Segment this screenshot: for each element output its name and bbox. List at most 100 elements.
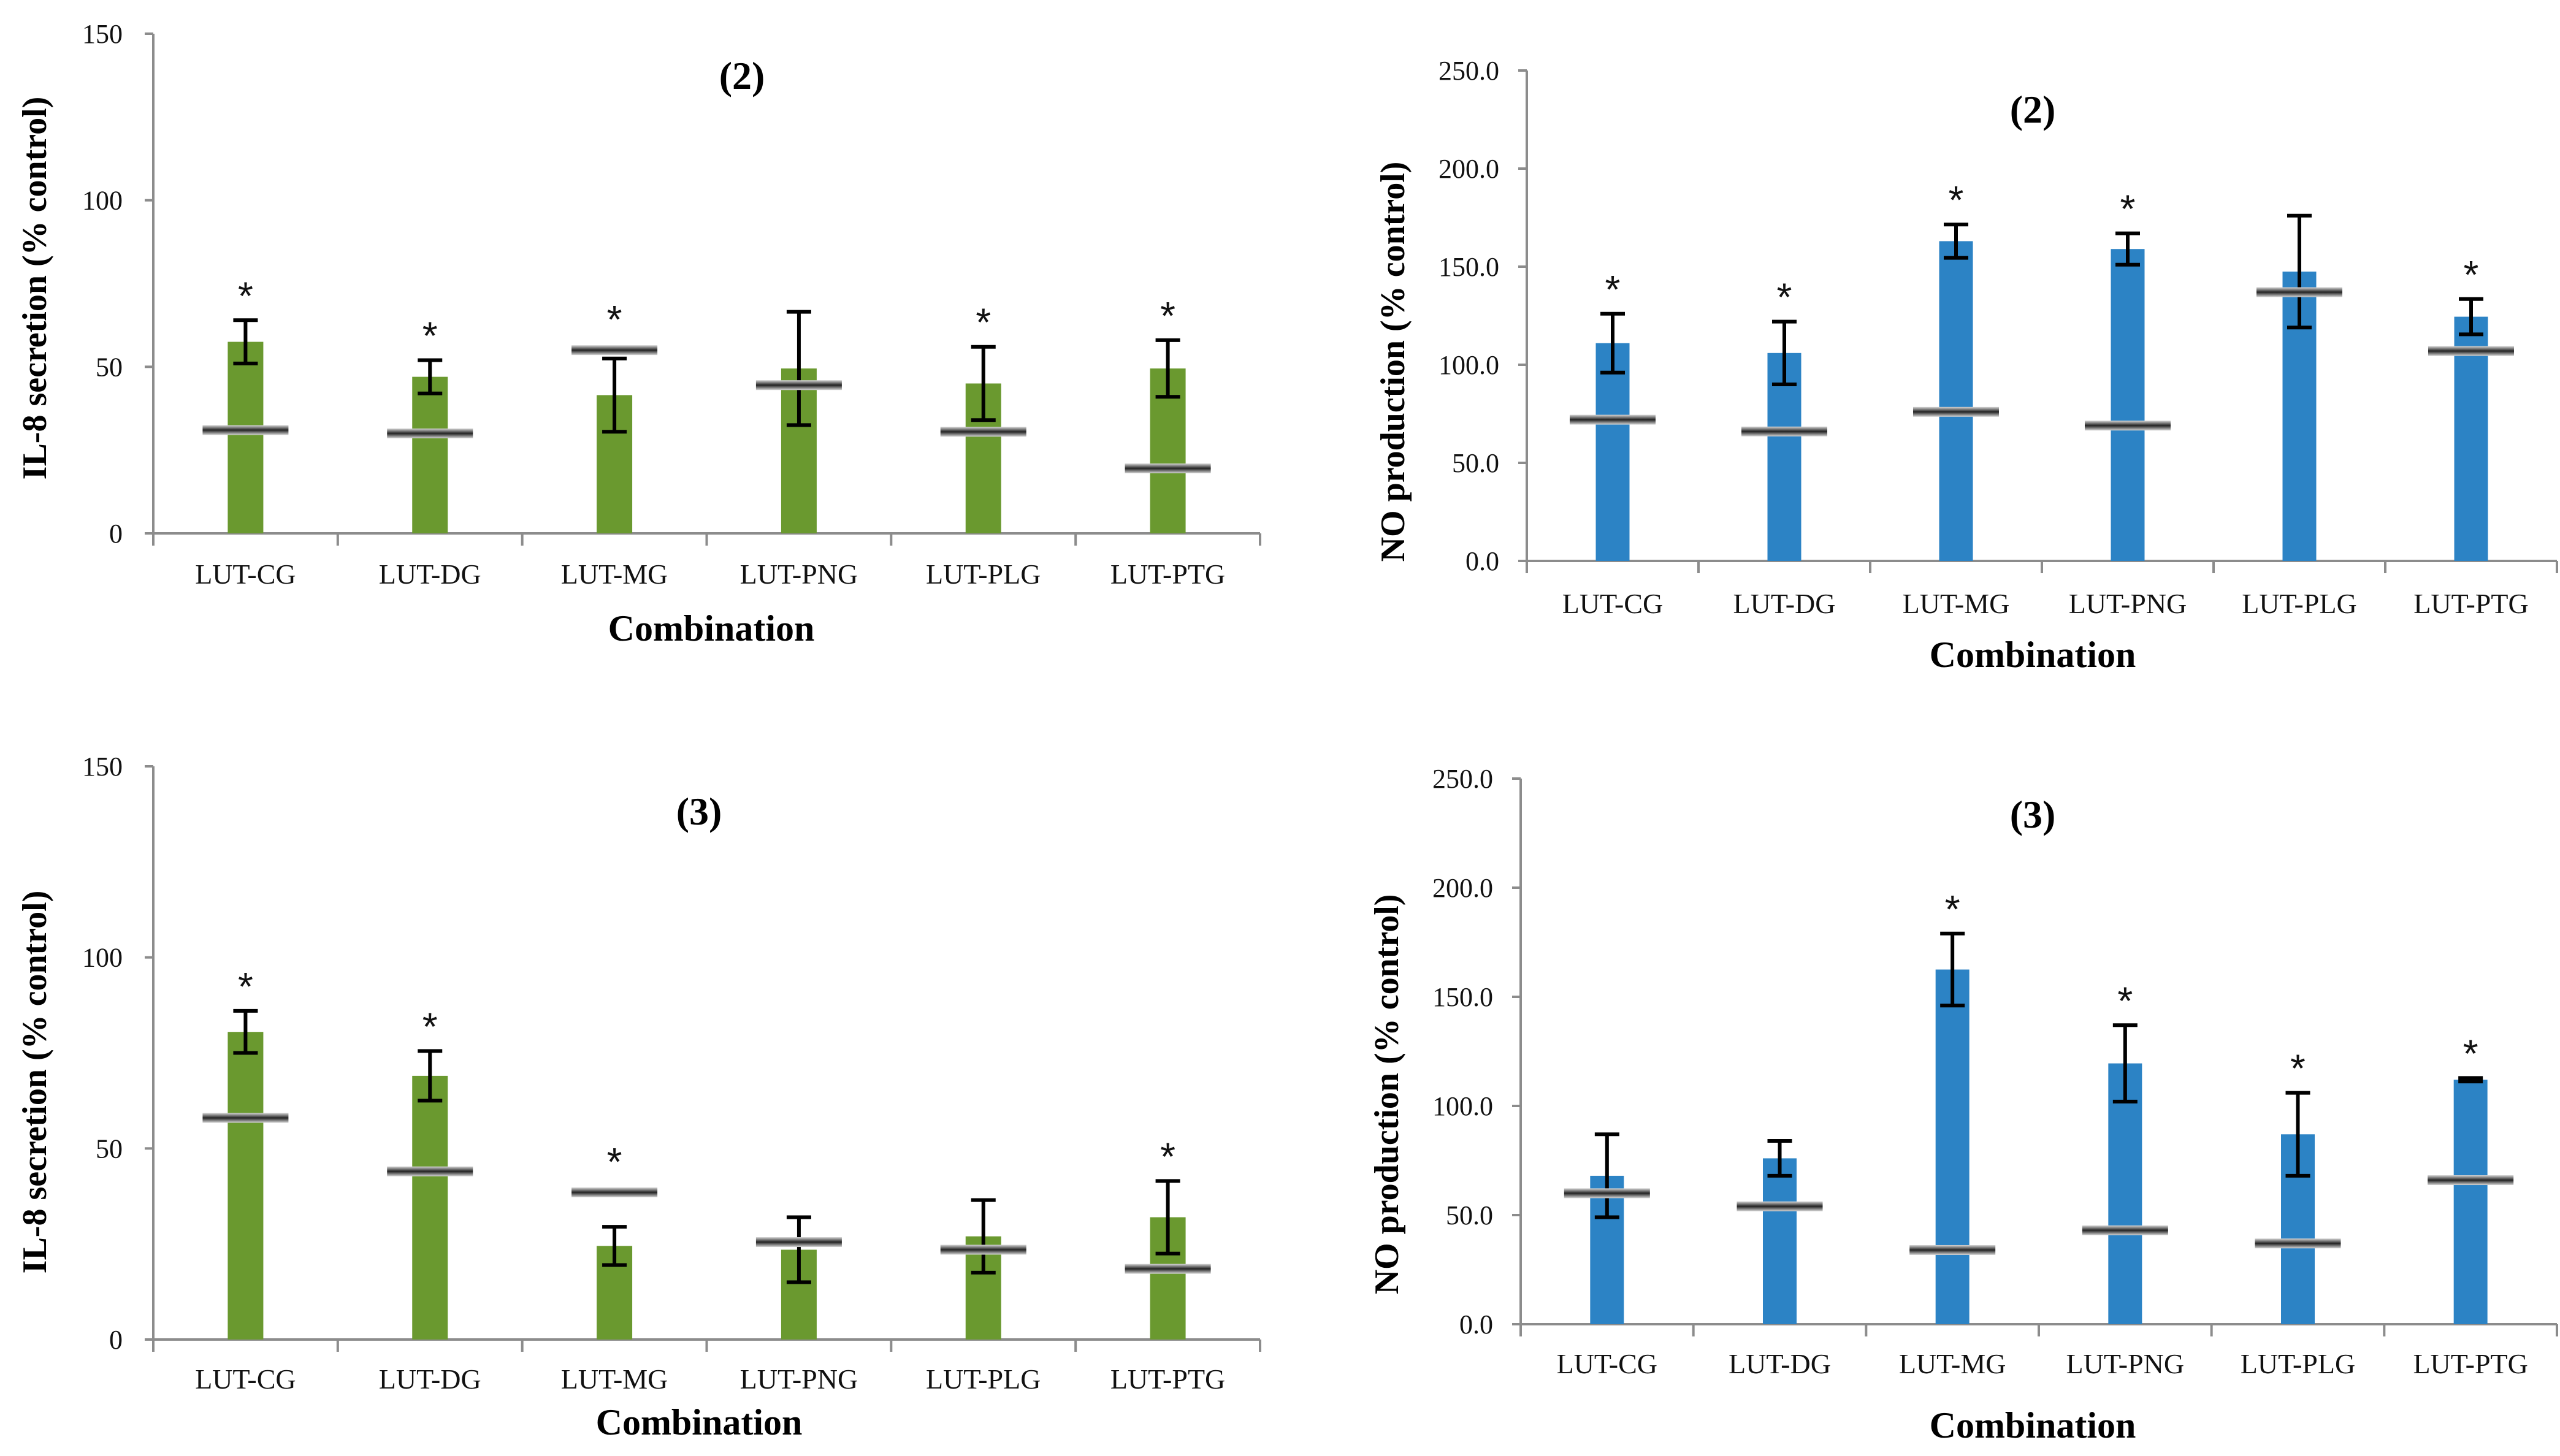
y-tick-label: 200.0 (1432, 873, 1493, 903)
significance-marker: * (238, 273, 253, 318)
category-label: LUT-PLG (2242, 588, 2356, 619)
y-axis-label: IL-8 secretion (% control) (16, 97, 54, 480)
category-label: LUT-CG (1557, 1348, 1657, 1379)
bar (227, 341, 264, 533)
reference-line (1741, 426, 1827, 436)
significance-marker: * (238, 964, 253, 1008)
category-label: LUT-PLG (926, 1363, 1041, 1395)
category-label: LUT-PNG (740, 1363, 858, 1395)
bar (1595, 343, 1630, 561)
reference-line (1570, 414, 1656, 425)
category-label: LUT-CG (1562, 588, 1663, 619)
reference-line (1125, 1264, 1211, 1274)
bar (227, 1032, 264, 1340)
category-label: LUT-PNG (2066, 1348, 2185, 1379)
y-tick-label: 250.0 (1439, 56, 1499, 86)
reference-line (940, 1244, 1026, 1255)
reference-line (2082, 1225, 2168, 1235)
x-axis-label: Combination (596, 1402, 803, 1443)
panel-title: (3) (2010, 793, 2056, 836)
y-tick-label: 100.0 (1432, 1091, 1493, 1121)
reference-line (202, 1113, 289, 1123)
reference-line (571, 1187, 658, 1198)
category-label: LUT-PTG (1110, 558, 1225, 590)
category-label: LUT-CG (195, 1363, 296, 1395)
y-tick-label: 0 (109, 519, 123, 549)
il8-chart-3: IL-8 secretion (% control) (3) Combinati… (16, 752, 1261, 1443)
category-label: LUT-DG (379, 1363, 481, 1395)
reference-line (1737, 1201, 1823, 1211)
reference-line (940, 427, 1026, 437)
significance-marker: * (2464, 253, 2479, 297)
significance-marker: * (2290, 1046, 2306, 1091)
category-label: LUT-PLG (926, 558, 1041, 590)
category-label: LUT-PTG (2413, 1348, 2528, 1379)
y-tick-label: 0.0 (1465, 546, 1499, 576)
il8-chart-2: IL-8 secretion (% control) (2) Combinati… (16, 19, 1261, 649)
no-chart-2: NO production (% control) (2) Combinatio… (1374, 56, 2558, 675)
significance-marker: * (1949, 178, 1964, 222)
reference-line (1913, 406, 1999, 417)
category-label: LUT-MG (1899, 1348, 2006, 1379)
reference-line (755, 380, 842, 391)
bar (1939, 241, 1973, 561)
significance-marker: * (1605, 267, 1621, 311)
panel-title: (2) (719, 54, 765, 97)
significance-marker: * (607, 1140, 622, 1184)
reference-line (2255, 1238, 2341, 1249)
bar (412, 376, 448, 533)
y-tick-label: 50.0 (1446, 1200, 1493, 1230)
category-label: LUT-PTG (2413, 588, 2528, 619)
category-label: LUT-MG (1903, 588, 2010, 619)
category-label: LUT-CG (195, 558, 296, 590)
reference-line (2428, 1175, 2514, 1186)
x-axis-label: Combination (1930, 635, 2136, 675)
x-axis-label: Combination (608, 608, 815, 649)
bar (412, 1075, 448, 1340)
reference-line (387, 1166, 473, 1176)
panel-title: (3) (676, 790, 722, 833)
x-axis-label: Combination (1930, 1405, 2136, 1446)
panel-title: (2) (2010, 88, 2056, 131)
reference-line (755, 1237, 842, 1248)
y-tick-label: 50 (96, 352, 123, 382)
y-tick-label: 0 (109, 1325, 123, 1355)
reference-line (1125, 463, 1211, 474)
bar (2454, 316, 2488, 561)
significance-marker: * (976, 300, 991, 345)
no-chart-3: NO production (% control) (3) Combinatio… (1368, 764, 2558, 1446)
y-tick-label: 250.0 (1432, 764, 1493, 794)
category-label: LUT-MG (561, 558, 668, 590)
bar (2111, 249, 2145, 561)
y-tick-label: 100.0 (1439, 350, 1499, 380)
y-axis-label: IL-8 secretion (% control) (16, 891, 54, 1274)
y-tick-label: 50.0 (1452, 448, 1499, 478)
category-label: LUT-PTG (1110, 1363, 1225, 1395)
y-tick-label: 0.0 (1459, 1309, 1493, 1340)
bar (1767, 353, 1802, 561)
category-label: LUT-PLG (2241, 1348, 2355, 1379)
significance-marker: * (2117, 978, 2133, 1023)
reference-line (571, 345, 658, 356)
y-axis-label: NO production (% control) (1374, 162, 1412, 562)
category-label: LUT-DG (1729, 1348, 1831, 1379)
significance-marker: * (607, 297, 622, 341)
significance-marker: * (2463, 1031, 2478, 1075)
bar (2453, 1080, 2488, 1324)
y-tick-label: 100 (82, 186, 123, 216)
category-label: LUT-PNG (740, 558, 858, 590)
category-label: LUT-DG (379, 558, 481, 590)
reference-line (2256, 287, 2342, 297)
significance-marker: * (422, 313, 438, 357)
reference-line (202, 425, 289, 435)
reference-line (1909, 1244, 1996, 1255)
bar (1763, 1158, 1797, 1324)
reference-line (387, 429, 473, 438)
significance-marker: * (1777, 275, 1792, 319)
y-tick-label: 150.0 (1432, 982, 1493, 1012)
reference-line (2085, 421, 2171, 431)
category-label: LUT-DG (1733, 588, 1836, 619)
category-label: LUT-MG (561, 1363, 668, 1395)
y-tick-label: 150.0 (1439, 252, 1499, 282)
significance-marker: * (1160, 1134, 1175, 1178)
